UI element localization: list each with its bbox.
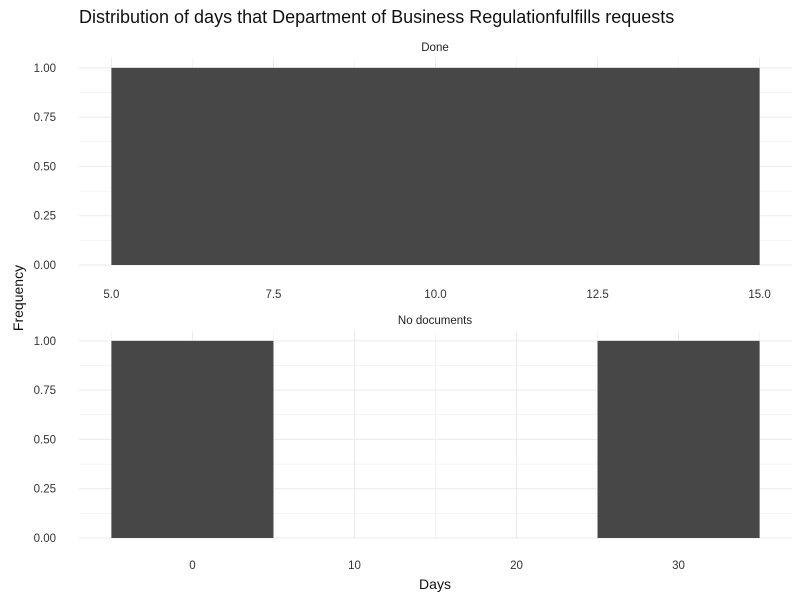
- x-tick-label: 7.5: [265, 289, 281, 301]
- y-tick-label: 0.00: [34, 260, 56, 272]
- x-tick-label: 10.0: [424, 289, 446, 301]
- y-tick-label: 0.75: [34, 112, 56, 124]
- x-tick-label: 10: [348, 560, 361, 572]
- histogram-bar: [597, 340, 760, 538]
- x-axis-label: Days: [419, 576, 451, 592]
- y-tick-label: 0.25: [34, 484, 56, 496]
- x-tick-label: 20: [510, 560, 523, 572]
- x-tick-label: 12.5: [586, 289, 608, 301]
- panel-no-documents: 0.00 0.25 0.50 0.75 1.00 0 10 20 30 No document…: [34, 315, 792, 572]
- x-tick-label: 0: [189, 560, 195, 572]
- histogram-bar: [111, 340, 274, 538]
- histogram-bar: [111, 67, 760, 265]
- y-axis-label: Frequency: [10, 265, 26, 331]
- y-tick-label: 1.00: [34, 63, 56, 75]
- chart-title: Distribution of days that Department of …: [79, 7, 674, 27]
- y-tick-label: 0.75: [34, 385, 56, 397]
- y-tick-label: 0.50: [34, 161, 56, 173]
- panel-strip-label-no-documents: No documents: [398, 315, 472, 327]
- panel-strip-label-done: Done: [421, 42, 449, 54]
- y-tick-label: 0.25: [34, 211, 56, 223]
- x-tick-label: 30: [672, 560, 685, 572]
- x-tick-label: 5.0: [103, 289, 119, 301]
- y-tick-label: 1.00: [34, 336, 56, 348]
- y-tick-label: 0.50: [34, 434, 56, 446]
- x-tick-label: 15.0: [748, 289, 770, 301]
- panel-done: 0.000.250.500.751.00 5.0 7.5 10.0 12.5 15.0 …: [34, 42, 792, 301]
- y-tick-label: 0.00: [34, 533, 56, 545]
